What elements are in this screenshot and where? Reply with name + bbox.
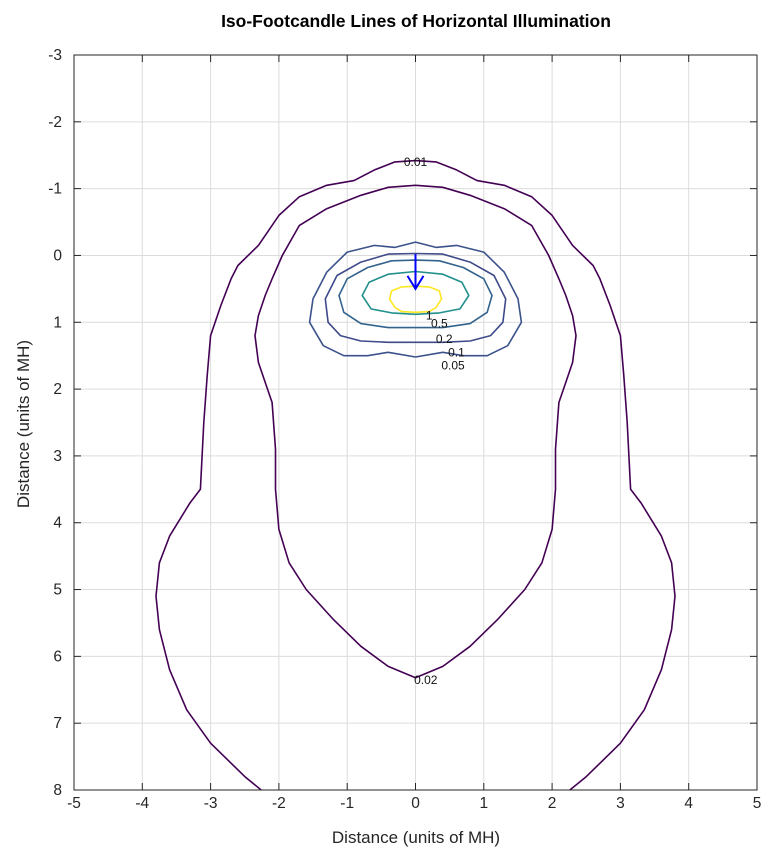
y-tick-label: 8: [53, 782, 62, 799]
contour-line-0.01: [155, 159, 676, 790]
y-tick-label: 0: [53, 247, 62, 264]
contour-labels: 0.01 0.02 0.050.10.20.51: [404, 155, 465, 687]
contour-label: 0.5: [431, 317, 448, 331]
y-tick-label: 4: [53, 515, 62, 532]
y-axis-label: Distance (units of MH): [14, 340, 33, 508]
contour-label: 1: [426, 309, 433, 323]
contour-label: 0.01: [404, 155, 428, 169]
contour-line-0.05: [308, 241, 523, 358]
y-tick-label: -3: [48, 47, 62, 64]
contour-line-0.02: [254, 184, 577, 679]
y-tick-label: 5: [53, 582, 62, 599]
y-tick-label: 6: [53, 648, 62, 665]
x-tick-label: -2: [272, 795, 286, 812]
y-tick-label: -2: [48, 114, 62, 131]
chart-title: Iso-Footcandle Lines of Horizontal Illum…: [221, 11, 611, 31]
y-tick-label: 3: [53, 448, 62, 465]
y-tick-label: 2: [53, 381, 62, 398]
contour-label: 0.2: [436, 332, 453, 346]
x-tick-label: -1: [340, 795, 354, 812]
x-tick-label: 4: [684, 795, 693, 812]
y-tick-label: -1: [48, 181, 62, 198]
x-tick-label: -4: [135, 795, 149, 812]
x-tick-label: -3: [204, 795, 218, 812]
arrow-head: [406, 275, 425, 291]
x-tick-label: 5: [753, 795, 762, 812]
contour-label: 0.02: [414, 673, 438, 687]
contour-label: 0.1: [448, 345, 465, 359]
x-axis-label: Distance (units of MH): [332, 828, 500, 847]
x-tick-labels: -5 -4 -3 -2 -1 0 1 2 3 4 5: [67, 795, 761, 812]
contour-label: 0.05: [441, 359, 465, 373]
x-tick-label: 1: [479, 795, 488, 812]
y-tick-label: 7: [53, 715, 62, 732]
axis-ticks: [73, 54, 758, 791]
x-tick-label: 3: [616, 795, 625, 812]
x-tick-label: -5: [67, 795, 81, 812]
y-tick-label: 1: [53, 314, 62, 331]
y-tick-labels: -3 -2 -1 0 1 2 3 4 5 6 7 8: [48, 47, 62, 799]
x-tick-label: 0: [411, 795, 420, 812]
contour-line-0.1: [324, 252, 507, 344]
arrow-icon: [406, 254, 425, 291]
x-tick-label: 2: [548, 795, 557, 812]
grid: [74, 55, 757, 790]
